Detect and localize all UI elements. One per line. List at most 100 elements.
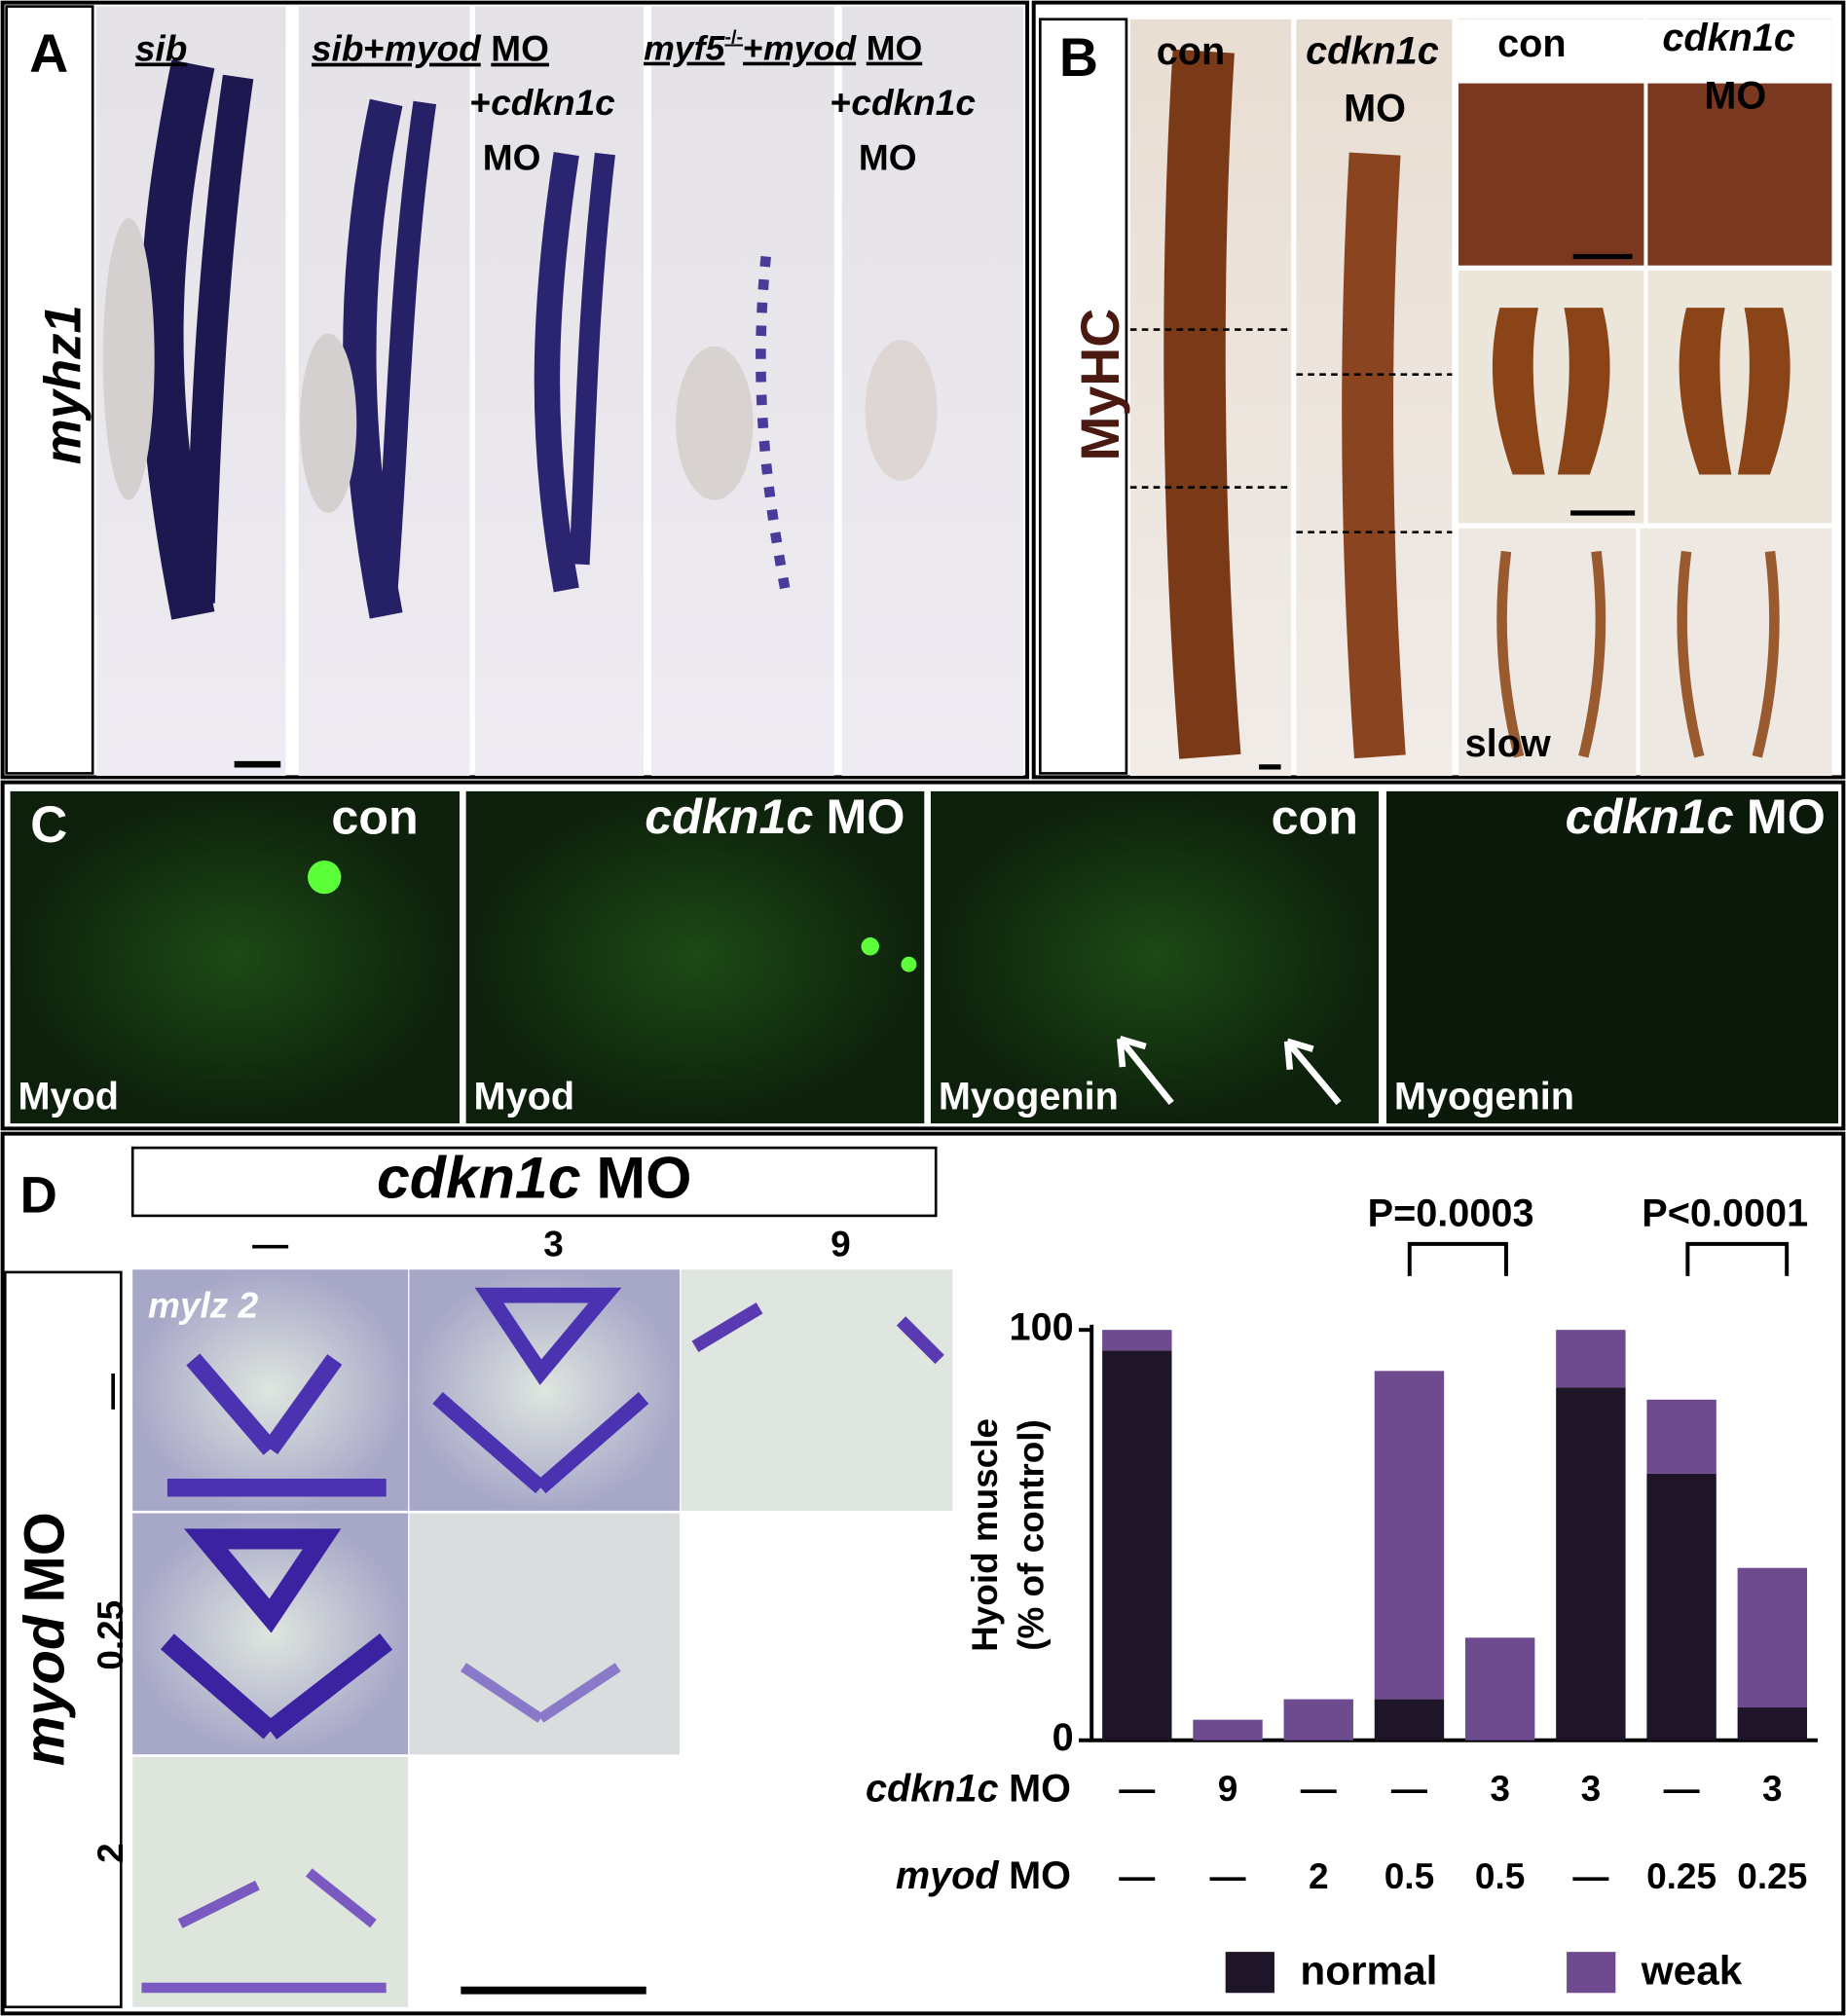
stain: [139, 59, 215, 620]
header-part: cdkn1c: [377, 1145, 581, 1211]
label-line: Hyoid muscle: [965, 1418, 1005, 1652]
panel-border: [1031, 0, 1846, 780]
label-line: (% of control): [1011, 1419, 1051, 1651]
stain: [343, 98, 403, 619]
x-category-label: —: [1119, 1856, 1155, 1896]
annotation: P<0.0001: [1642, 1191, 1808, 1234]
label-part: MO: [1747, 789, 1826, 844]
image-label: Myod: [474, 1076, 575, 1118]
header-part: MO: [14, 1512, 77, 1602]
row-label: 2: [91, 1843, 130, 1863]
legend-label: weak: [1641, 1948, 1743, 1994]
bar-segment: [1737, 1707, 1808, 1741]
y-axis-label: Hyoid muscle (% of control): [965, 1418, 1052, 1652]
header-part: MO: [483, 137, 541, 177]
image-label: cdkn1c MO: [1566, 789, 1826, 844]
header: sib: [135, 29, 187, 69]
yolk: [300, 333, 357, 513]
image: [132, 1269, 409, 1511]
panel-c: C con cdkn1c MO con cdkn1c MO Myod Myod My…: [0, 780, 1846, 1131]
image: [1640, 528, 1832, 777]
yolk: [102, 217, 155, 500]
stain: [461, 1663, 621, 1723]
bracket: [1685, 1241, 1790, 1276]
panel-border: [0, 0, 1030, 780]
legend-swatch: [1567, 1952, 1616, 1994]
header-part: cdkn1c: [491, 83, 615, 123]
label-part: cdkn1c: [1306, 30, 1439, 73]
header-part: MO: [596, 1145, 691, 1211]
label-part: cdkn1c: [1662, 18, 1795, 60]
header: sib+myod MO: [312, 29, 549, 69]
image-label: cdkn1c MO: [1662, 18, 1795, 118]
image-label: Myogenin: [1394, 1076, 1574, 1118]
yolk: [676, 346, 754, 500]
column-label: 3: [543, 1224, 564, 1264]
header-part: myod: [14, 1614, 77, 1766]
image-label: cdkn1c MO: [645, 789, 905, 844]
x-category-label: 0.25: [1737, 1856, 1807, 1896]
x-category-label: —: [1664, 1769, 1700, 1809]
bar-segment: [1374, 1371, 1445, 1700]
stain: [432, 1287, 649, 1494]
image-label: mylz 2: [148, 1286, 259, 1326]
row-header-box: [3, 1270, 123, 2009]
row-label: myod MO: [896, 1855, 1071, 1898]
column-label: 9: [831, 1224, 851, 1264]
header-part: -/-: [724, 27, 743, 49]
x-category-label: —: [1119, 1769, 1155, 1809]
row-label: 0.25: [91, 1600, 130, 1670]
header-part: +: [363, 29, 385, 69]
image: [1385, 790, 1839, 1124]
image-label: Myod: [18, 1076, 120, 1118]
bar-segment: [1464, 1637, 1535, 1741]
bar-segment: [1102, 1350, 1172, 1741]
header-part: MO: [859, 137, 917, 177]
image-label: cdkn1c MO: [1306, 30, 1439, 130]
header-part: myod: [385, 29, 482, 69]
x-category-label: 3: [1762, 1769, 1783, 1809]
image-label: con: [1497, 22, 1567, 65]
stain: [534, 152, 579, 593]
stain: [1677, 550, 1780, 758]
stain: [1163, 49, 1241, 759]
bar-segment: [1193, 1719, 1263, 1741]
x-category-label: 0.25: [1646, 1856, 1717, 1896]
bar-segment: [1374, 1699, 1445, 1741]
image-label: con: [1272, 789, 1358, 844]
label-part: myod: [896, 1855, 1000, 1898]
image-label: slow: [1465, 722, 1551, 765]
legend-label: normal: [1300, 1948, 1437, 1994]
x-category-label: 9: [1218, 1769, 1238, 1809]
panel-border: [0, 1131, 1846, 2016]
arrow: [1283, 1038, 1342, 1106]
image-label: Myogenin: [939, 1076, 1119, 1118]
side-label: MyHC: [1070, 309, 1130, 461]
label-part: cdkn1c: [866, 1768, 999, 1811]
image: [681, 1269, 953, 1511]
bright-cell: [308, 860, 342, 895]
header-part: +: [470, 83, 492, 123]
embryo-images: [96, 6, 1024, 777]
stain: [691, 1302, 944, 1365]
image: [1458, 528, 1637, 777]
header-box: [130, 1146, 938, 1218]
image: [132, 1756, 409, 2007]
y-tick-label: 0: [1052, 1716, 1074, 1759]
bar-segment: [1102, 1330, 1172, 1351]
x-category-label: 3: [1490, 1769, 1510, 1809]
header-part: myf5: [644, 29, 726, 68]
panel-letter: C: [30, 796, 67, 854]
header: +cdkn1c MO: [831, 83, 976, 178]
image: [409, 1269, 681, 1511]
x-category-label: 0.5: [1475, 1856, 1525, 1896]
image: [1458, 270, 1644, 524]
stain: [569, 152, 615, 566]
header: myf5-/-+myod MO: [644, 27, 922, 68]
column-label: —: [252, 1224, 288, 1264]
stain: [166, 1353, 387, 1497]
bar-segment: [1283, 1699, 1353, 1741]
stain: [1492, 308, 1610, 475]
